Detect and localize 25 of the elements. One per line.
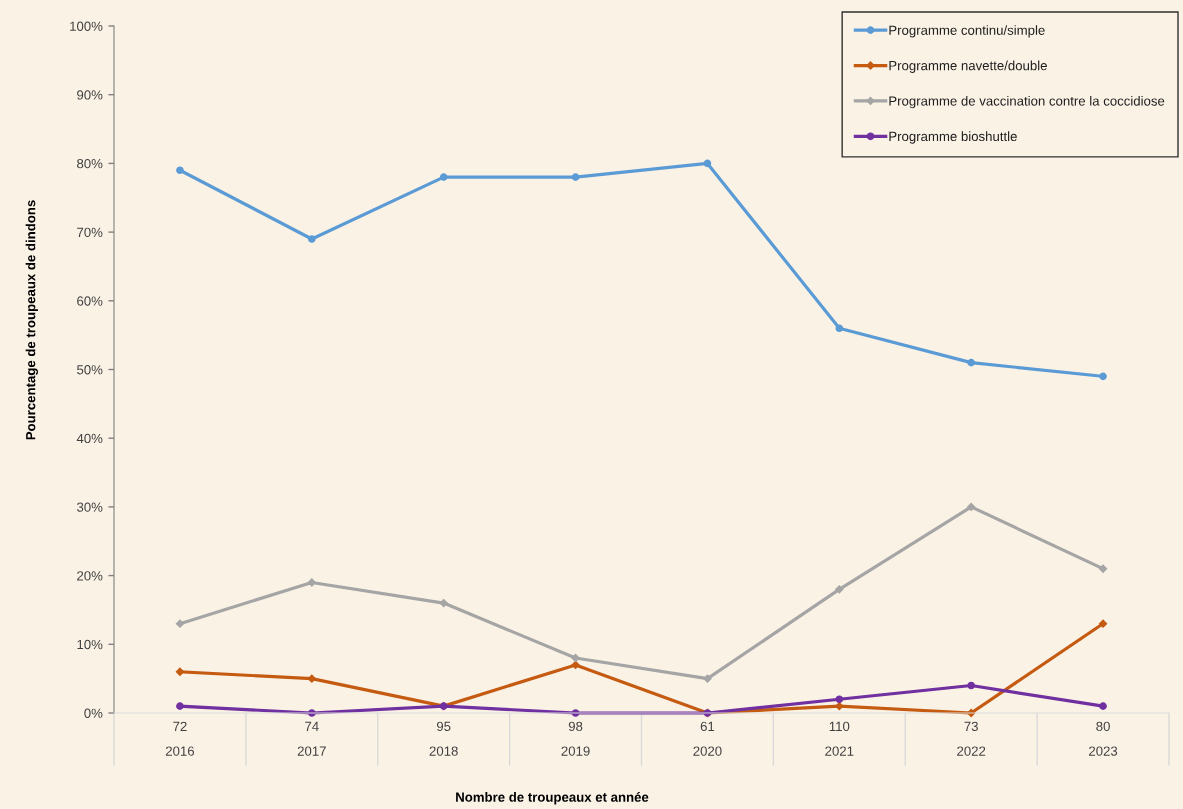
legend-label: Programme continu/simple	[889, 25, 1045, 38]
y-tick-label: 0%	[84, 708, 103, 718]
y-tick-label: 100%	[70, 21, 103, 31]
y-tick-label: 90%	[77, 90, 103, 100]
legend-label: Programme navette/double	[889, 60, 1047, 73]
y-tick-label: 60%	[77, 296, 103, 306]
legend-label: Programme bioshuttle	[889, 131, 1017, 144]
legend-label: Programme de vaccination contre la coccidiose	[889, 95, 1165, 109]
x-tick-label: 110 2021	[825, 721, 854, 756]
x-tick-label: 73 2022	[957, 721, 986, 756]
y-tick-label: 50%	[77, 365, 103, 375]
x-axis-title: Nombre de troupeaux et année	[456, 792, 649, 805]
y-tick-label: 80%	[77, 158, 103, 169]
y-tick-label: 20%	[77, 571, 103, 581]
x-tick-label: 61 2020	[693, 721, 722, 756]
x-tick-label: 74 2017	[297, 721, 326, 756]
x-tick-label: 72 2016	[165, 721, 195, 756]
x-tick-label: 80 2023	[1089, 721, 1118, 756]
y-tick-label: 70%	[77, 227, 103, 238]
y-tick-label: 40%	[76, 433, 103, 444]
y-axis-title: Pourcentage de troupeaux de dindons	[25, 200, 38, 440]
x-tick-label: 98 2019	[561, 721, 590, 756]
y-tick-label: 10%	[77, 639, 103, 650]
x-tick-label: 95 2018	[429, 721, 458, 756]
y-tick-label: 30%	[76, 502, 103, 512]
